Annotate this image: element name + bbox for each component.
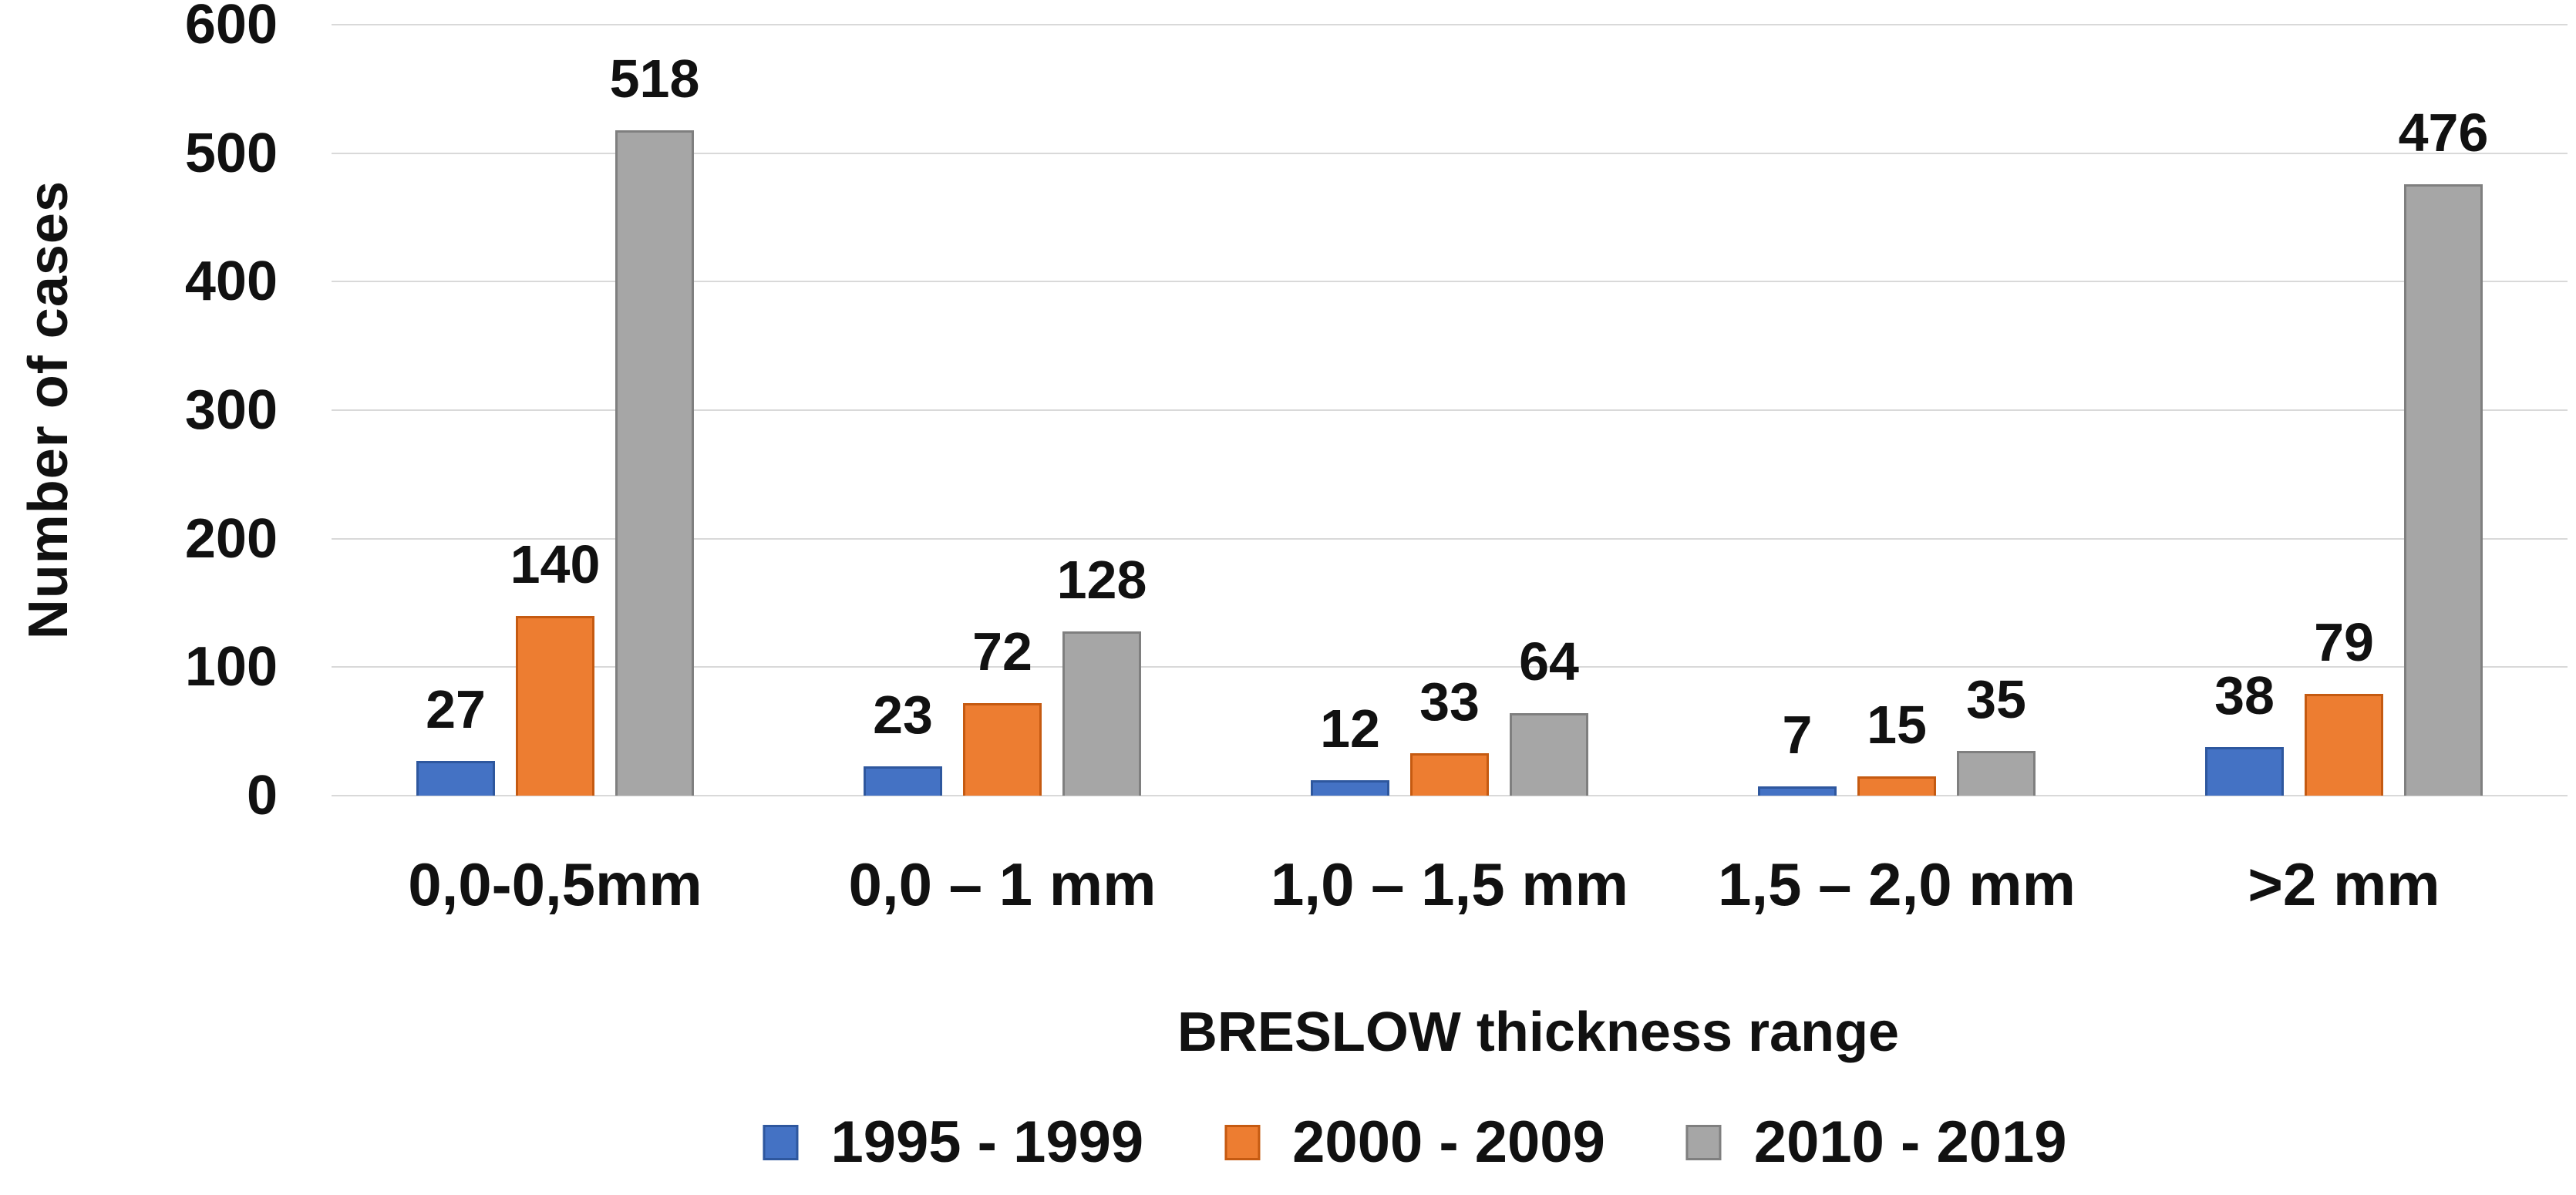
legend-item-2000-2009: 2000 - 2009 [1224, 1109, 1605, 1176]
y-tick-label-0: 0 [246, 765, 278, 826]
y-tick-label-600: 600 [184, 0, 278, 56]
y-tick-label-400: 400 [184, 251, 278, 313]
bar-2010-2019-cat2: 128 [1057, 553, 1147, 796]
bar-1995-1999-cat1: 27 [416, 682, 495, 796]
bar-2010-2019-cat5: 476 [2399, 106, 2488, 796]
bar-1995-1999-cat3: 12 [1311, 702, 1389, 796]
gridline-500 [332, 152, 2568, 154]
bar-2000-2009-cat4: 15 [1857, 698, 1936, 796]
bar-groups: 27 140 518 23 72 128 12 33 64 7 15 35 38 79 476 [332, 25, 2568, 796]
bar-group-1: 27 140 518 [332, 25, 779, 796]
bar-value-label: 27 [426, 679, 486, 739]
bar-1995-1999-cat5: 38 [2205, 668, 2284, 796]
y-axis: 0 100 200 300 400 500 600 [0, 0, 332, 823]
bar-group-4: 7 15 35 [1673, 25, 2120, 796]
bar-1995-1999-cat4: 7 [1758, 708, 1837, 796]
category-label-2: 0,0 – 1 mm [848, 850, 1157, 918]
legend-swatch-icon [1685, 1124, 1722, 1160]
bar-value-label: 64 [1519, 631, 1579, 692]
x-axis-title: BRESLOW thickness range [1177, 1001, 1900, 1063]
gridline-400 [332, 281, 2568, 283]
legend-swatch-icon [1224, 1124, 1261, 1160]
gridline-200 [332, 537, 2568, 540]
gridline-600 [332, 24, 2568, 25]
bar-group-3: 12 33 64 [1226, 25, 1673, 796]
bar-value-label: 128 [1056, 550, 1147, 610]
bar-value-label: 23 [873, 685, 933, 745]
y-tick-label-300: 300 [184, 379, 278, 441]
gridline-0 [332, 795, 2568, 796]
category-label-5: >2 mm [2248, 850, 2440, 918]
bar-group-5: 38 79 476 [2120, 25, 2568, 796]
bar-2010-2019-cat4: 35 [1957, 672, 2036, 796]
bar-2010-2019-cat1: 518 [610, 52, 699, 796]
legend-swatch-icon [763, 1124, 799, 1160]
bar-value-label: 476 [2398, 103, 2489, 163]
legend-item-1995-1999: 1995 - 1999 [763, 1109, 1143, 1176]
gridline-300 [332, 409, 2568, 411]
category-label-3: 1,0 – 1,5 mm [1271, 850, 1628, 918]
legend: 1995 - 1999 2000 - 2009 2010 - 2019 [763, 1109, 2067, 1176]
legend-label: 2010 - 2019 [1753, 1109, 2067, 1175]
legend-label: 2000 - 2009 [1292, 1109, 1605, 1175]
plot-area: 27 140 518 23 72 128 12 33 64 7 15 35 38 79 476 [332, 24, 2568, 796]
bar-value-label: 72 [972, 621, 1032, 682]
bar-value-label: 7 [1782, 705, 1813, 765]
bar-value-label: 33 [1419, 672, 1480, 732]
y-tick-label-200: 200 [184, 507, 278, 570]
x-axis-category-labels: 0,0-0,5mm 0,0 – 1 mm 1,0 – 1,5 mm 1,5 – 2,0… [332, 850, 2568, 918]
legend-label: 1995 - 1999 [830, 1109, 1144, 1175]
bar-value-label: 35 [1966, 669, 2026, 729]
bar-value-label: 79 [2314, 612, 2374, 672]
bar-2000-2009-cat3: 33 [1410, 675, 1489, 796]
legend-item-2010-2019: 2010 - 2019 [1685, 1109, 2067, 1176]
bar-1995-1999-cat2: 23 [864, 688, 942, 796]
bar-value-label: 140 [510, 534, 601, 594]
bar-2000-2009-cat1: 140 [510, 537, 600, 796]
bar-2010-2019-cat3: 64 [1510, 635, 1588, 796]
bar-value-label: 12 [1320, 698, 1380, 759]
y-tick-label-500: 500 [184, 122, 278, 184]
bar-2000-2009-cat5: 79 [2305, 615, 2383, 796]
gridline-100 [332, 666, 2568, 668]
bar-2000-2009-cat2: 72 [963, 624, 1042, 796]
category-label-1: 0,0-0,5mm [408, 850, 702, 918]
bar-group-2: 23 72 128 [779, 25, 1226, 796]
bar-value-label: 15 [1867, 695, 1927, 755]
category-label-4: 1,5 – 2,0 mm [1718, 850, 2076, 918]
bar-value-label: 38 [2214, 665, 2275, 725]
y-tick-label-100: 100 [184, 636, 278, 698]
bar-value-label: 518 [609, 49, 700, 109]
